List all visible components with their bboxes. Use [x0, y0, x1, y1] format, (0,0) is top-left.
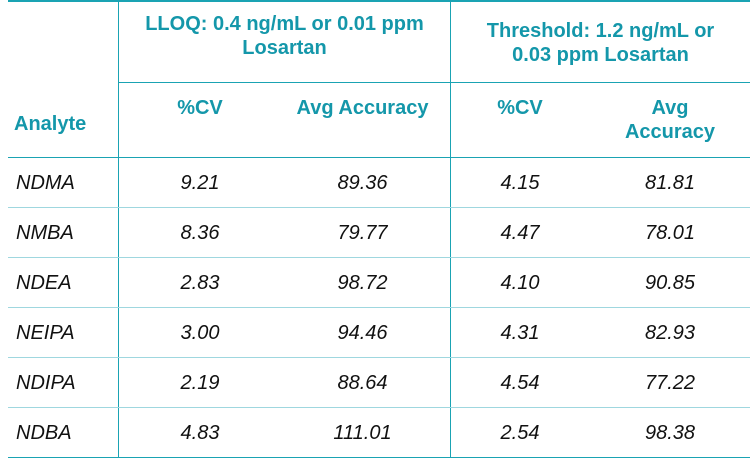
threshold-cv-cell: 2.54	[500, 422, 540, 444]
threshold-accuracy-cell: 81.81	[644, 172, 696, 194]
lloq-accuracy-cell: 88.64	[337, 372, 388, 394]
group-divider-rule	[450, 0, 451, 458]
threshold-accuracy-cell: 98.38	[644, 422, 696, 444]
top-rule	[8, 0, 750, 2]
analyte-cell: NDMA	[16, 172, 75, 194]
threshold-cv-cell: 4.10	[500, 272, 540, 294]
lloq-cv-cell: 8.36	[180, 222, 220, 244]
lloq-cv-cell: 4.83	[180, 422, 220, 444]
lloq-cv-cell: 3.00	[180, 322, 220, 344]
analyte-cell: NEIPA	[16, 322, 75, 344]
threshold-accuracy-cell: 77.22	[644, 372, 696, 394]
lloq-accuracy-cell: 98.72	[337, 272, 388, 294]
column-header-threshold-accuracy-line1: Avg	[651, 97, 689, 119]
lloq-cv-cell: 2.83	[180, 272, 220, 294]
column-header-threshold-accuracy: Avg Accuracy	[590, 96, 750, 144]
row-divider	[8, 357, 750, 358]
threshold-cv-cell: 4.15	[500, 172, 540, 194]
group-header-lloq: LLOQ: 0.4 ng/mL or 0.01 ppm Losartan	[119, 12, 450, 60]
row-divider	[8, 207, 750, 208]
group-header-threshold: Threshold: 1.2 ng/mL or 0.03 ppm Losarta…	[451, 19, 750, 67]
lloq-cv-cell: 9.21	[180, 172, 220, 194]
column-header-threshold-accuracy-line2: Accuracy	[624, 121, 716, 143]
analyte-cell: NMBA	[16, 222, 74, 244]
threshold-cv-cell: 4.54	[500, 372, 540, 394]
lloq-cv-cell: 2.19	[180, 372, 220, 394]
lloq-accuracy-cell: 111.01	[333, 422, 392, 444]
threshold-cv-cell: 4.47	[500, 222, 540, 244]
bottom-rule	[8, 457, 750, 458]
threshold-cv-cell: 4.31	[500, 322, 540, 344]
group-header-threshold-line1: Threshold: 1.2 ng/mL or	[486, 20, 715, 42]
analyte-cell: NDBA	[16, 422, 72, 444]
lloq-accuracy-cell: 89.36	[337, 172, 388, 194]
analyte-cell: NDEA	[16, 272, 72, 294]
threshold-accuracy-cell: 78.01	[644, 222, 696, 244]
row-divider	[8, 307, 750, 308]
lloq-accuracy-cell: 79.77	[337, 222, 388, 244]
analyte-cell: NDIPA	[16, 372, 76, 394]
column-header-threshold-cv: %CV	[497, 97, 543, 119]
row-divider	[8, 407, 750, 408]
group-header-threshold-line2: 0.03 ppm Losartan	[512, 44, 689, 66]
column-header-analyte: Analyte	[14, 113, 87, 135]
row-divider	[8, 257, 750, 258]
lloq-accuracy-cell: 94.46	[337, 322, 388, 344]
group-header-lloq-line1: LLOQ: 0.4 ng/mL or 0.01 ppm	[145, 13, 424, 35]
column-header-lloq-cv: %CV	[177, 97, 223, 119]
header-bottom-rule	[8, 157, 750, 158]
column-header-lloq-accuracy: Avg Accuracy	[296, 97, 429, 119]
group-header-lloq-line2: Losartan	[242, 37, 327, 59]
threshold-accuracy-cell: 90.85	[644, 272, 696, 294]
analyte-column-rule	[118, 0, 119, 458]
threshold-accuracy-cell: 82.93	[644, 322, 696, 344]
group-header-rule	[118, 82, 750, 83]
